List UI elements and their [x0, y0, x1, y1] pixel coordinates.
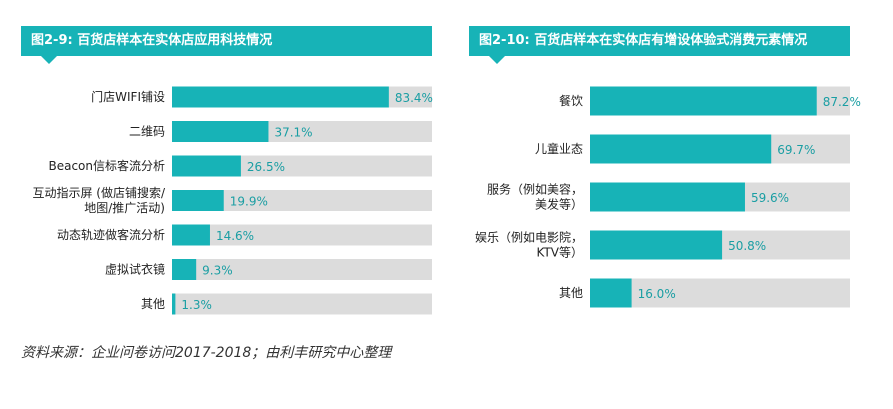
value-label: 16.0%: [638, 287, 676, 301]
value-label: 1.3%: [181, 298, 212, 312]
bar: [590, 278, 632, 308]
chart-title-left: 图2-9: 百货店样本在实体店应用科技情况: [21, 26, 432, 64]
bar: [172, 293, 176, 315]
value-label: 83.4%: [395, 91, 433, 105]
category-label: 服务（例如美容，美发等）: [487, 182, 583, 212]
value-label: 9.3%: [202, 264, 233, 278]
category-label: 二维码: [129, 125, 165, 139]
bar: [172, 86, 389, 108]
bar-track: [590, 278, 850, 308]
bar: [172, 259, 197, 280]
bar: [590, 230, 723, 260]
bar-track: [172, 190, 432, 211]
bar: [172, 155, 241, 177]
value-label: 26.5%: [247, 160, 285, 174]
category-label: 互动指示屏 (做店铺搜索/地图/推广活动): [32, 185, 165, 215]
chart-title-right: 图2-10: 百货店样本在实体店有增设体验式消费元素情况: [469, 26, 850, 64]
category-label: 动态轨迹做客流分析: [57, 227, 165, 242]
category-label: 其他: [559, 286, 583, 300]
value-label: 37.1%: [274, 126, 312, 140]
value-label: 50.8%: [728, 239, 766, 253]
category-label: 娱乐（例如电影院， KTV等）: [475, 230, 583, 260]
bar-track: [172, 259, 432, 280]
category-label: 虚拟试衣镜: [105, 262, 165, 277]
bar: [590, 86, 817, 116]
bar: [172, 224, 210, 246]
category-label: Beacon信标客流分析: [48, 158, 165, 173]
bar: [172, 121, 269, 142]
value-label: 87.2%: [823, 95, 861, 109]
value-label: 59.6%: [751, 191, 789, 205]
category-label: 其他: [141, 297, 165, 311]
bar-track: [172, 293, 432, 315]
value-label: 14.6%: [216, 229, 254, 243]
category-label: 儿童业态: [535, 141, 583, 156]
category-label: 门店WIFI铺设: [91, 89, 165, 104]
category-label: 餐饮: [559, 93, 583, 108]
value-label: 19.9%: [230, 195, 268, 209]
value-label: 69.7%: [777, 143, 815, 157]
bar: [590, 134, 772, 164]
bar: [590, 182, 745, 212]
source-note: 资料来源：企业问卷访问2017-2018；由利丰研究中心整理: [21, 345, 392, 361]
bar: [172, 190, 224, 211]
bar-track: [172, 224, 432, 246]
